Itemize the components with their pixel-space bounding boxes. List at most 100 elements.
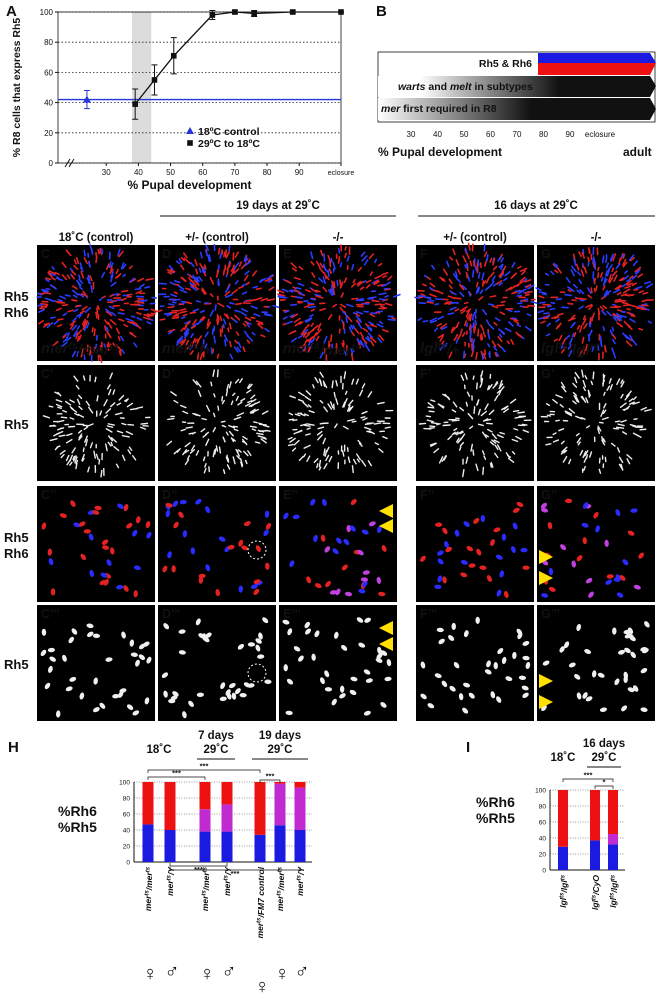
rhabdomere (565, 498, 573, 504)
rhabdomere (61, 341, 68, 348)
rhabdomere (355, 315, 362, 321)
rhabdomere (204, 343, 208, 349)
rhabdomere (356, 280, 362, 285)
rhabdomere (610, 253, 615, 261)
rhabdomere (72, 455, 77, 462)
rhabdomere (277, 289, 285, 294)
rhabdomere (350, 525, 356, 532)
rhabdomere (624, 334, 628, 339)
rhabdomere (95, 453, 99, 460)
rhabdomere (50, 588, 56, 596)
rhabdomere (632, 401, 640, 405)
rhabdomere (580, 417, 586, 420)
rhabdomere (229, 340, 232, 348)
rhabdomere (584, 343, 589, 352)
rhabdomere (360, 416, 366, 419)
rhabdomere (362, 417, 368, 421)
rhabdomere (582, 451, 587, 459)
y-tick-label: 20 (539, 852, 547, 859)
rhabdomere (329, 590, 337, 595)
rhabdomere (453, 297, 462, 300)
rhabdomere (189, 282, 195, 286)
rhabdomere (212, 369, 216, 377)
rhabdomere (465, 401, 469, 407)
rhabdomere (49, 438, 58, 442)
rhabdomere (352, 324, 356, 330)
bar-segment (142, 782, 154, 825)
rhabdomere (92, 633, 101, 639)
rhabdomere (190, 547, 196, 555)
rhabdomere (328, 268, 333, 275)
rhabdomere (210, 381, 213, 387)
rhabdomere (62, 312, 68, 317)
rhabdomere (189, 449, 196, 454)
rhabdomere (190, 325, 196, 329)
rhabdomere (484, 434, 489, 438)
rhabdomere (132, 710, 140, 716)
rhabdomere (183, 327, 189, 335)
highlight-band (131, 12, 152, 163)
rhabdomere (482, 308, 488, 316)
rhabdomere (205, 506, 211, 514)
rhabdomere (354, 328, 360, 335)
group-label: 18˚C (551, 752, 576, 764)
rhabdomere (231, 288, 239, 295)
rhabdomere (299, 343, 306, 350)
rhabdomere (361, 337, 368, 344)
panel-letter: D (162, 247, 171, 261)
rhabdomere (580, 269, 585, 277)
rhabdomere (325, 454, 330, 462)
rhabdomere (209, 309, 215, 317)
rhabdomere (108, 435, 114, 442)
rhabdomere (238, 585, 243, 593)
micrograph-signal (535, 246, 654, 361)
rhabdomere (106, 384, 111, 390)
rhabdomere (130, 315, 136, 318)
rhabdomere (142, 316, 151, 321)
rhabdomere (418, 422, 427, 425)
rhabdomere (429, 319, 438, 324)
rhabdomere (183, 332, 190, 339)
rhabdomere (370, 323, 377, 328)
rhabdomere (482, 466, 485, 476)
rhabdomere (128, 446, 133, 451)
text-segment: ts (559, 340, 568, 352)
rhabdomere (311, 324, 319, 331)
rhabdomere (349, 689, 357, 696)
rhabdomere (548, 567, 554, 576)
rhabdomere (180, 404, 187, 409)
rhabdomere (520, 270, 526, 276)
rhabdomere (324, 546, 331, 553)
rhabdomere (315, 295, 324, 299)
micrograph (416, 605, 534, 721)
rhabdomere (168, 328, 176, 333)
rhabdomere (454, 431, 459, 435)
rhabdomere (601, 310, 607, 316)
rhabdomere (146, 531, 152, 539)
rhabdomere (227, 327, 230, 333)
rhabdomere (599, 335, 603, 343)
rhabdomere (190, 332, 194, 339)
rhabdomere (255, 644, 261, 652)
rhabdomere (174, 283, 180, 287)
micrograph (37, 486, 155, 602)
rhabdomere (556, 322, 562, 329)
rhabdomere (179, 310, 188, 314)
panel-letter: F’’’ (420, 607, 437, 621)
rhabdomere (110, 547, 115, 555)
rhabdomere (225, 456, 229, 463)
rhabdomere (434, 298, 443, 301)
rhabdomere (181, 316, 186, 320)
rhabdomere (307, 305, 316, 309)
rhabdomere (99, 410, 103, 416)
rhabdomere (331, 380, 334, 389)
rhabdomere (488, 324, 495, 330)
rhabdomere (68, 636, 75, 644)
rhabdomere (611, 333, 617, 340)
rhabdomere (297, 334, 304, 339)
rhabdomere (120, 297, 127, 301)
rhabdomere (578, 279, 583, 284)
rhabdomere (587, 256, 590, 263)
rhabdomere (450, 290, 457, 296)
rhabdomere (602, 285, 606, 291)
